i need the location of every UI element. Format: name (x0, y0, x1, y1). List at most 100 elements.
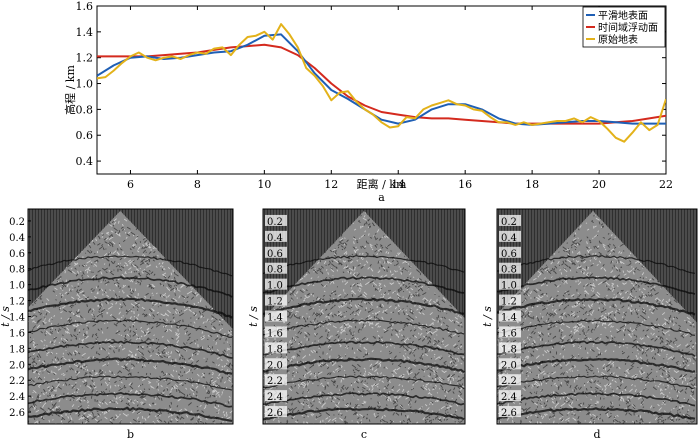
y-tick-label: 0.6 (9, 249, 25, 260)
legend-label: 时间域浮动面 (598, 21, 658, 34)
reflector (28, 375, 233, 391)
x-tick-label: 14 (391, 178, 405, 191)
x-tick-label: 12 (324, 178, 338, 191)
y-tick-label: 1.0 (76, 78, 94, 91)
reflector (28, 255, 233, 277)
reflector (263, 254, 465, 275)
tick-label-bg (499, 294, 521, 306)
y-tick-label: 0.2 (501, 217, 517, 228)
tick-label-bg (499, 342, 521, 354)
y-tick-label: 0.4 (501, 233, 517, 244)
y-tick-label: 1.4 (9, 313, 25, 324)
plot-frame (96, 5, 667, 175)
tick-label-bg (265, 262, 287, 274)
y-tick-label: 1.6 (76, 0, 94, 13)
y-tick-label: 1.8 (501, 344, 517, 355)
x-tick-label: 6 (127, 178, 134, 191)
y-tick-label: 0.4 (9, 233, 25, 244)
reflector (28, 406, 233, 422)
tick-label-bg (499, 278, 521, 290)
y-tick-label: 0.8 (267, 265, 283, 276)
y-tick-label: 2.6 (501, 408, 517, 419)
reflector (263, 407, 465, 421)
y-tick-label: 0.6 (501, 249, 517, 260)
tick-label-bg (499, 406, 521, 418)
reflector (497, 298, 696, 316)
reflector (497, 407, 696, 421)
reflector (28, 319, 232, 338)
y-tick-label: 2.4 (9, 392, 25, 403)
series-line-1 (97, 43, 666, 125)
panel-label-a: a (378, 191, 385, 204)
reflector (263, 276, 465, 294)
tick-label-bg (265, 246, 287, 258)
reflector (263, 340, 465, 356)
reflector (497, 276, 696, 295)
tick-label-bg (265, 278, 287, 290)
y-tick-label: 2.0 (9, 360, 25, 371)
tick-label-bg (265, 342, 287, 354)
reflector (497, 392, 696, 407)
y-tick-label: 0.2 (267, 217, 283, 228)
y-axis-label: 高程 / km (63, 65, 77, 115)
y-tick-label: 1.6 (501, 328, 517, 339)
y-tick-label: 0.8 (501, 265, 517, 276)
tick-label-bg (265, 374, 287, 386)
y-tick-label: 1.2 (76, 52, 94, 65)
legend-label: 原始地表 (598, 33, 638, 46)
legend-box (582, 6, 666, 48)
y-tick-label: 1.8 (9, 344, 25, 355)
legend-label: 平滑地表面 (598, 9, 648, 22)
y-tick-label: 1.4 (501, 313, 517, 324)
reflector (263, 319, 465, 336)
reflector (497, 254, 696, 274)
y-tick-label: 1.2 (267, 297, 283, 308)
tick-label-bg (499, 246, 521, 258)
reflector (28, 392, 233, 408)
y-tick-label: 2.0 (267, 360, 283, 371)
tick-label-bg (265, 406, 287, 418)
tick-label-bg (265, 230, 287, 242)
tick-label-bg (499, 358, 521, 370)
y-axis-label: t / s (247, 306, 260, 327)
y-tick-label: 2.4 (267, 392, 283, 403)
y-tick-label: 0.2 (9, 217, 25, 228)
y-tick-label: 0.4 (76, 155, 94, 168)
x-tick-label: 20 (592, 178, 606, 191)
y-tick-label: 2.0 (501, 360, 517, 371)
y-axis-label: t / s (0, 306, 12, 327)
y-tick-label: 2.6 (267, 408, 283, 419)
reflector (497, 357, 696, 373)
seismic-panels: 0.2 0.4 0.6 0.8 1.0 1.2 1.4 1.6 1.8 2.0 2.2 2.4 2.6 t… (0, 208, 698, 441)
y-tick-label: 1.2 (9, 297, 25, 308)
panel-label-d: d (593, 428, 600, 441)
seismic-panel-d: 0.2 0.4 0.6 0.8 1.0 1.2 1.4 1.6 1.8 2.0 2.2 2.4 2.6 t… (481, 208, 698, 441)
tick-label-bg (265, 326, 287, 338)
y-tick-label: 2.6 (9, 408, 25, 419)
reflector (263, 357, 465, 374)
seismic-traces (497, 209, 697, 424)
y-tick-label: 0.6 (267, 249, 283, 260)
reflector (497, 319, 696, 336)
reflector (28, 357, 233, 375)
seismic-panel-b: 0.2 0.4 0.6 0.8 1.0 1.2 1.4 1.6 1.8 2.0 2.2 2.4 2.6 t… (0, 208, 234, 441)
tick-label-bg (265, 294, 287, 306)
tick-label-bg (265, 358, 287, 370)
tick-label-bg (499, 326, 521, 338)
reflector (28, 340, 233, 359)
y-tick-label: 0.8 (76, 103, 94, 116)
seismic-frame (262, 208, 466, 425)
tick-label-bg (265, 390, 287, 402)
y-tick-label: 1.6 (267, 328, 283, 339)
y-tick-label: 0.8 (9, 265, 25, 276)
tick-label-bg (499, 310, 521, 322)
y-tick-label: 1.8 (267, 344, 283, 355)
y-tick-label: 1.4 (76, 26, 94, 39)
y-tick-label: 0.4 (267, 233, 283, 244)
y-tick-label: 2.2 (267, 376, 283, 387)
reflector (28, 276, 233, 298)
seismic-frame (496, 208, 698, 425)
data-region (263, 211, 465, 424)
tick-label-bg (499, 262, 521, 274)
